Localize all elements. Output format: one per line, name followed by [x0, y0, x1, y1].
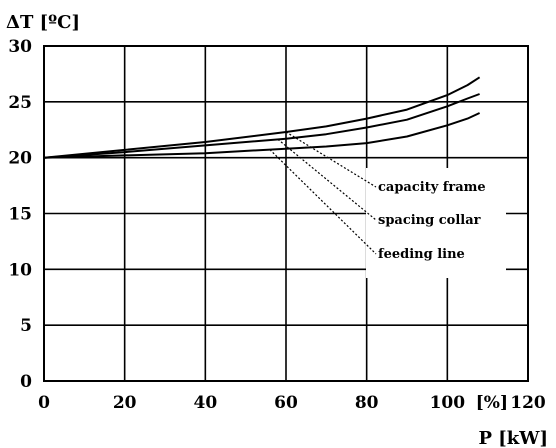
annotation-leader-1 [277, 138, 377, 221]
x-tick-label-100: 100 [430, 393, 466, 413]
y-tick-label-10: 10 [8, 260, 32, 280]
x-tick-label-0: 0 [38, 393, 50, 413]
series-line-2 [43, 112, 481, 159]
x-tick-label-60: 60 [274, 393, 298, 413]
series-line-1 [43, 93, 480, 159]
annotation-label-1: spacing collar [378, 213, 481, 228]
x-tick-label-20: 20 [113, 393, 137, 413]
annotation-leader-0 [285, 131, 377, 188]
annotation-label-2: feeding line [378, 247, 465, 262]
x-tick-label-120: 120 [510, 393, 546, 413]
y-tick-label-25: 25 [8, 93, 32, 113]
annotation-leader-2 [269, 149, 377, 255]
tick-labels: 0 20 40 60 80 100 120 0 5 10 15 20 25 30 [8, 37, 546, 413]
annotation-leaders [269, 131, 377, 255]
plot-border [43, 45, 529, 382]
y-tick-label-20: 20 [8, 149, 32, 169]
y-axis-title: ΔT [ºC] [6, 12, 80, 33]
label-backgrounds [366, 168, 506, 278]
x-axis-title: P [kW] [478, 428, 548, 448]
annotation-label-background [366, 168, 506, 278]
x-axis-unit-label: [%] [476, 393, 508, 413]
y-tick-label-15: 15 [8, 205, 32, 225]
series-lines [43, 76, 481, 159]
plot-frame [43, 45, 529, 382]
y-tick-label-0: 0 [20, 372, 32, 392]
series-line-0 [43, 76, 481, 159]
x-tick-label-80: 80 [355, 393, 379, 413]
annotations: capacity frame spacing collar feeding line [378, 180, 486, 262]
y-tick-label-30: 30 [8, 37, 32, 57]
y-tick-label-5: 5 [20, 316, 32, 336]
annotation-label-0: capacity frame [378, 180, 486, 195]
x-tick-label-40: 40 [193, 393, 217, 413]
